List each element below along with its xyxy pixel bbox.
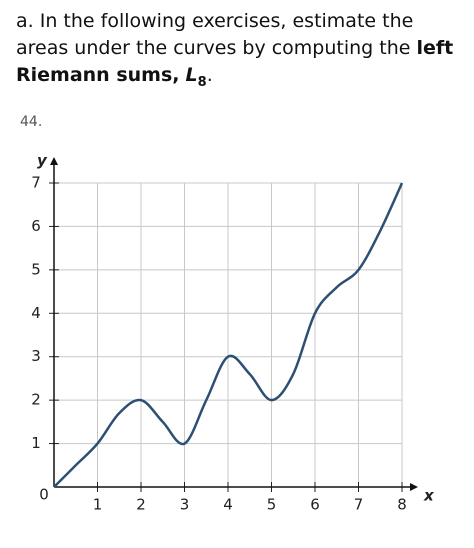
x-tick-label: 0 — [39, 486, 49, 504]
exercise-number: 44. — [20, 114, 43, 130]
y-tick-label: 1 — [31, 434, 41, 452]
curve — [53, 182, 404, 488]
instruction: a. In the following exercises, estimate … — [16, 8, 466, 96]
x-tick-label: 8 — [397, 496, 407, 514]
y-axis-label: y — [37, 152, 48, 170]
y-axis-arrow — [50, 157, 58, 165]
y-tick-label: 7 — [31, 174, 41, 192]
y-tick-label: 6 — [31, 217, 41, 235]
text: a. In the following exercises, estimate … — [16, 10, 414, 59]
bold-text: left Riemann sums, — [16, 37, 454, 86]
y-tick-label: 2 — [31, 391, 41, 409]
x-tick-label: 5 — [267, 496, 277, 514]
x-tick-label: 1 — [93, 496, 103, 514]
subscript: 8 — [197, 74, 207, 90]
symbol: L — [185, 64, 198, 86]
x-tick-label: 2 — [136, 496, 146, 514]
y-tick-label: 5 — [31, 260, 41, 278]
x-tick-label: 4 — [223, 496, 233, 514]
x-tick-label: 6 — [310, 496, 320, 514]
y-tick-label: 4 — [31, 304, 41, 322]
x-tick-label: 3 — [180, 496, 190, 514]
x-axis-arrow — [410, 483, 418, 491]
y-tick-label: 3 — [31, 347, 41, 365]
x-axis-label: x — [423, 487, 435, 505]
text: . — [206, 64, 213, 86]
x-tick-label: 7 — [354, 496, 364, 514]
